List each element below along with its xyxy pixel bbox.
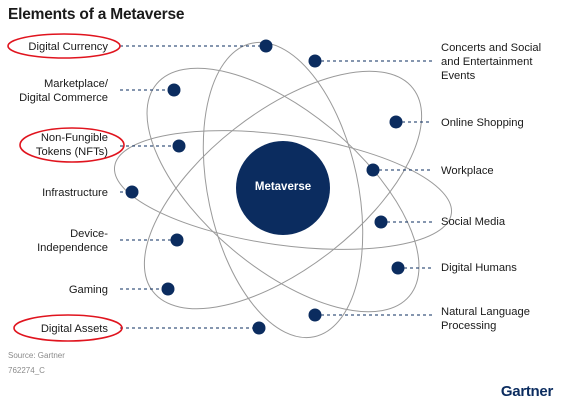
orbit-horizontal — [113, 130, 453, 250]
node-digital-currency — [259, 39, 273, 53]
node-nlp — [308, 308, 322, 322]
orbit-diagonal-b — [146, 67, 420, 313]
node-online-shopping — [389, 115, 403, 129]
label-infrastructure: Infrastructure — [42, 187, 108, 199]
figure-code: 762274_C — [8, 366, 45, 375]
node-social-media — [374, 215, 388, 229]
node-concerts — [308, 54, 322, 68]
highlight-rings — [7, 33, 125, 342]
node-digital-assets — [252, 321, 266, 335]
label-marketplace: Marketplace/Digital Commerce — [19, 78, 108, 104]
orbits — [113, 41, 453, 339]
label-digital-humans: Digital Humans — [441, 262, 517, 274]
node-workplace — [366, 163, 380, 177]
label-device-independence: Device- Independence — [37, 228, 108, 254]
label-digital-assets: Digital Assets — [40, 323, 108, 335]
metaverse-core — [236, 141, 330, 235]
orbit-nodes — [125, 39, 405, 335]
label-social-media: Social Media — [441, 216, 506, 228]
label-gaming: Gaming — [68, 284, 108, 296]
node-marketplace — [167, 83, 181, 97]
highlight-digital-currency — [7, 33, 121, 59]
node-digital-humans — [391, 261, 405, 275]
highlight-digital-assets — [13, 314, 123, 342]
source-note: Source: Gartner — [8, 351, 65, 360]
node-device-independence — [170, 233, 184, 247]
label-concerts: Concerts and Social and Entertainment Even… — [441, 42, 542, 82]
label-online-shopping: Online Shopping — [441, 117, 524, 129]
highlight-nft — [19, 127, 125, 163]
page-title: Elements of a Metaverse — [8, 6, 185, 23]
metaverse-label: Metaverse — [254, 181, 312, 193]
orbit-diagonal-a — [143, 70, 423, 310]
label-workplace: Workplace — [441, 165, 494, 177]
node-infrastructure — [125, 185, 139, 199]
label-nft: Non-Fungible Tokens (NFTs) — [35, 132, 108, 158]
label-digital-currency: Digital Currency — [28, 41, 108, 53]
orbit-vertical — [202, 41, 364, 339]
gartner-logo: Gartner — [500, 383, 553, 400]
label-nlp: Natural Language Processing — [441, 306, 530, 332]
node-gaming — [161, 282, 175, 296]
node-nft — [172, 139, 186, 153]
